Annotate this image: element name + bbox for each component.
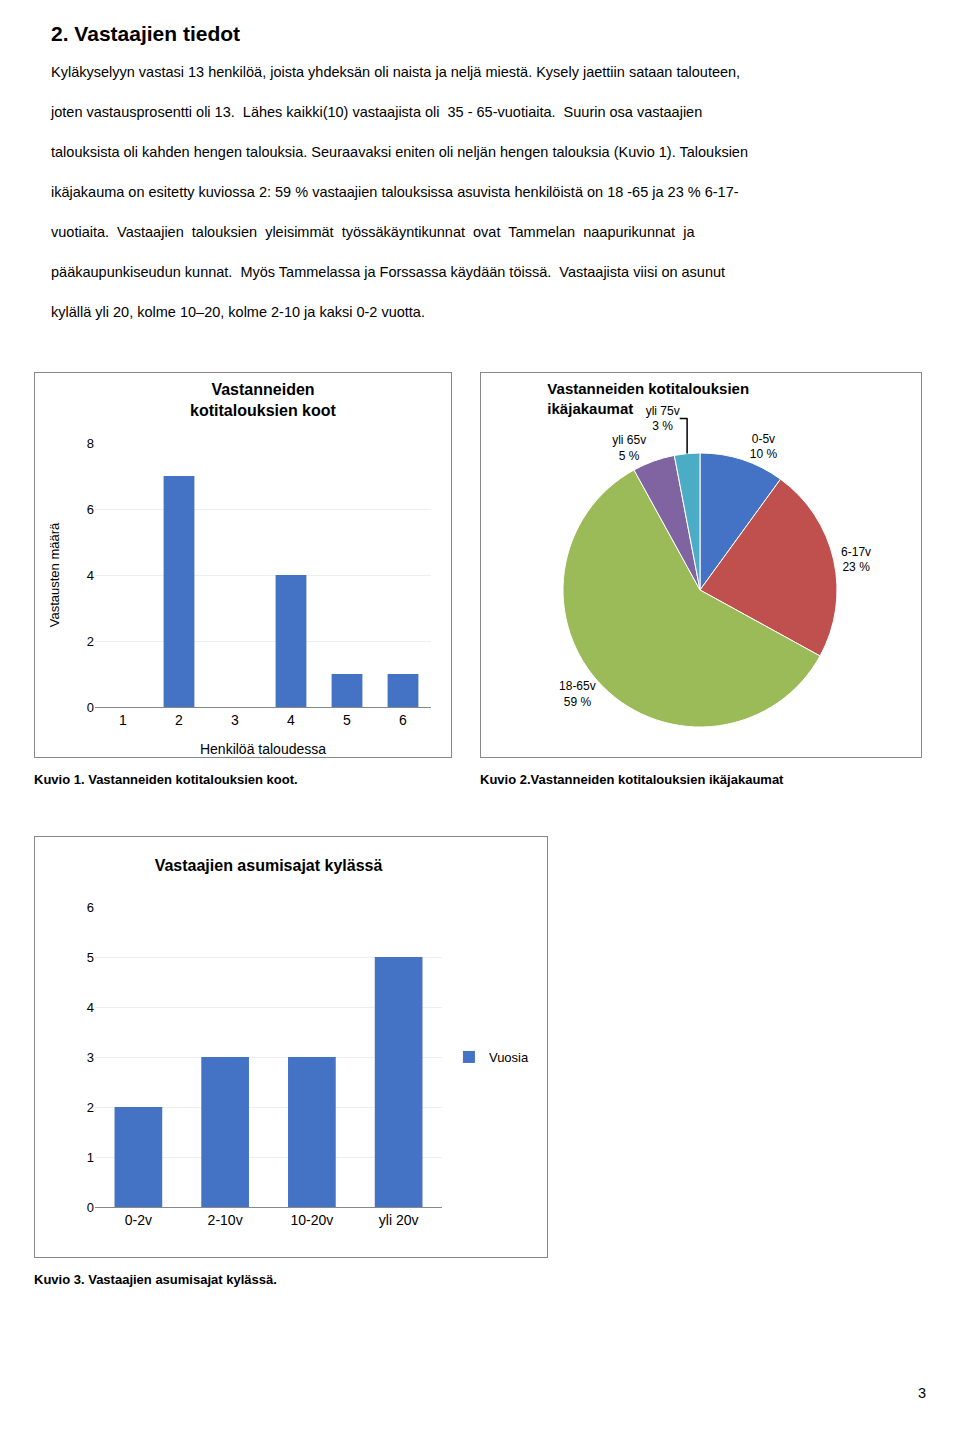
- html-text:Kyläkyselyyn vastasi 13 henkil: Kyläkyselyyn vastasi 13 henkilöä, joista…: [51, 64, 741, 80]
- svg-text:yli 75v3 %: yli 75v3 %: [646, 404, 680, 434]
- svg-text:yli 65v5 %: yli 65v5 %: [612, 433, 646, 463]
- svg-text:5: 5: [343, 712, 351, 728]
- svg-text:5: 5: [87, 950, 94, 965]
- svg-text:Vastausten määrä: Vastausten määrä: [47, 522, 62, 627]
- svg-text:0-5v10 %: 0-5v10 %: [750, 432, 778, 462]
- svg-text:2: 2: [87, 634, 94, 649]
- svg-text:0: 0: [87, 700, 94, 715]
- svg-text:yli 20v: yli 20v: [379, 1212, 419, 1228]
- svg-text:Vuosia: Vuosia: [489, 1050, 529, 1065]
- html-text:joten vastausprosentti oli 13.: joten vastausprosentti oli 13. Lähes kai…: [51, 104, 703, 120]
- svg-text:2: 2: [87, 1100, 94, 1115]
- svg-text:10-20v: 10-20v: [290, 1212, 333, 1228]
- html-text:pääkaupunkiseudun kunnat. Myös: pääkaupunkiseudun kunnat. Myös Tammelass…: [51, 264, 726, 280]
- html-text:Kuvio 3. Vastaajien asumisajat: Kuvio 3. Vastaajien asumisajat kylässä.: [34, 1272, 277, 1287]
- svg-text:0: 0: [87, 1200, 94, 1215]
- html-text:2. Vastaajien tiedot: 2. Vastaajien tiedot: [51, 22, 241, 45]
- svg-text:Vastanneiden kotitalouksienikä: Vastanneiden kotitalouksienikäjakaumat: [547, 380, 749, 417]
- svg-text:4: 4: [87, 1000, 94, 1015]
- svg-text:2: 2: [175, 712, 183, 728]
- svg-text:6: 6: [399, 712, 407, 728]
- svg-text:Vastanneidenkotitalouksien koo: Vastanneidenkotitalouksien koot: [190, 381, 336, 419]
- svg-text:8: 8: [87, 436, 94, 451]
- html-text:talouksista oli kahden hengen: talouksista oli kahden hengen talouksia.…: [51, 144, 748, 160]
- svg-text:0-2v: 0-2v: [125, 1212, 152, 1228]
- svg-text:3: 3: [87, 1050, 94, 1065]
- html-text:kylällä yli 20, kolme 10–20, k: kylällä yli 20, kolme 10–20, kolme 2-10 …: [51, 304, 425, 320]
- svg-text:6: 6: [87, 502, 94, 517]
- html-text:ikäjakauma on esitetty kuvioss: ikäjakauma on esitetty kuviossa 2: 59 % …: [51, 184, 739, 200]
- svg-text:4: 4: [87, 568, 94, 583]
- svg-text:1: 1: [119, 712, 127, 728]
- html-text:3: 3: [917, 1385, 926, 1401]
- html-text:vuotiaita. Vastaajien talouksi: vuotiaita. Vastaajien talouksien yleisim…: [51, 224, 695, 240]
- svg-text:6-17v23 %: 6-17v23 %: [841, 545, 871, 575]
- html-text:Kuvio 2.Vastanneiden kotitalou: Kuvio 2.Vastanneiden kotitalouksien ikäj…: [480, 772, 784, 787]
- svg-text:1: 1: [87, 1150, 94, 1165]
- svg-text:4: 4: [287, 712, 295, 728]
- svg-text:6: 6: [87, 900, 94, 915]
- svg-text:Vastaajien asumisajat kylässä: Vastaajien asumisajat kylässä: [155, 857, 383, 874]
- svg-text:2-10v: 2-10v: [208, 1212, 243, 1228]
- svg-text:3: 3: [231, 712, 239, 728]
- svg-text:18-65v59 %: 18-65v59 %: [559, 679, 596, 709]
- svg-text:Henkilöä taloudessa: Henkilöä taloudessa: [200, 741, 326, 757]
- html-text:Kuvio 1. Vastanneiden kotitalo: Kuvio 1. Vastanneiden kotitalouksien koo…: [34, 772, 298, 787]
